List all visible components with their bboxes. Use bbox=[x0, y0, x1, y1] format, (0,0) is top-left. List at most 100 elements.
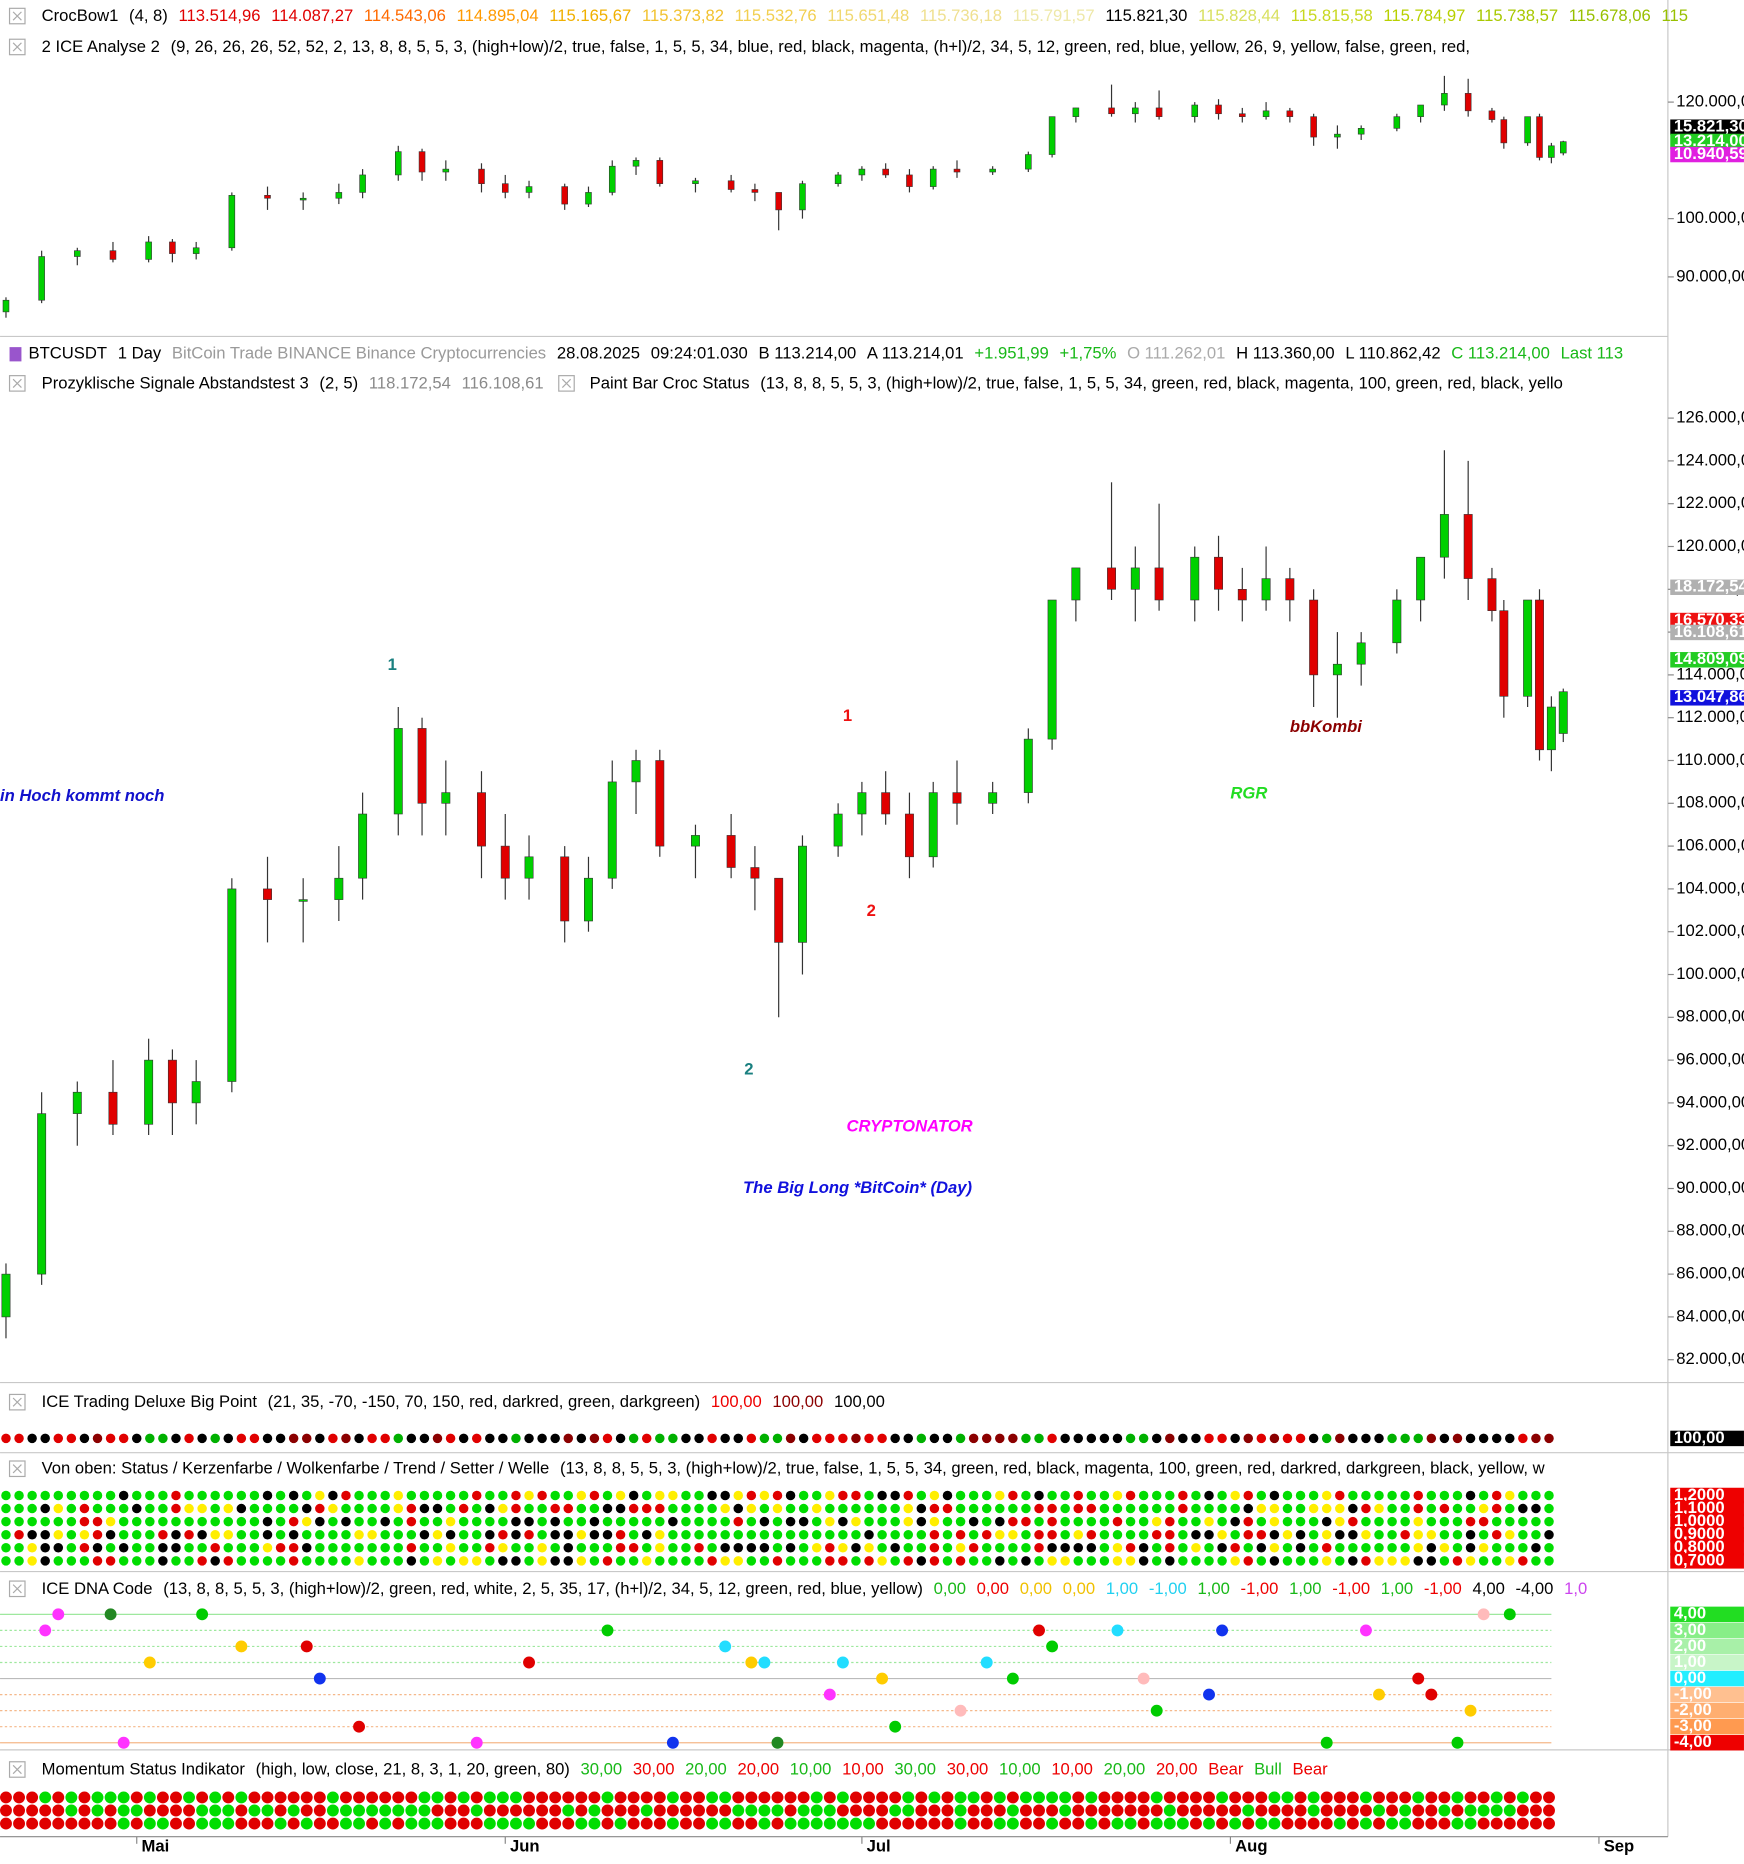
legend-token: CrocBow1 bbox=[42, 6, 119, 25]
status-dot bbox=[419, 1529, 430, 1540]
status-dot bbox=[1531, 1543, 1541, 1553]
status-dot bbox=[825, 1556, 835, 1566]
status-dot bbox=[653, 1817, 666, 1830]
candle-body bbox=[1047, 599, 1057, 740]
top-candle-body bbox=[632, 160, 640, 167]
price-box-label: 100,00 bbox=[1674, 1428, 1725, 1447]
y-tick-label: 124.000,00 bbox=[1676, 450, 1744, 469]
status-dot bbox=[1034, 1529, 1044, 1540]
status-dot bbox=[483, 1804, 496, 1817]
status-dot bbox=[184, 1490, 194, 1501]
status-dot bbox=[1138, 1503, 1149, 1514]
dna-dot bbox=[39, 1624, 52, 1637]
status-dot bbox=[549, 1804, 562, 1817]
status-dot bbox=[550, 1490, 560, 1501]
status-dot bbox=[707, 1516, 717, 1527]
status-dot bbox=[445, 1529, 456, 1540]
status-dot bbox=[1439, 1503, 1450, 1514]
status-dot bbox=[39, 1817, 52, 1830]
status-dot bbox=[1125, 1556, 1136, 1566]
status-dot bbox=[131, 1543, 142, 1553]
legend-token: 115.165,67 bbox=[549, 6, 631, 25]
y-tick-label: 90.000,00 bbox=[1676, 266, 1744, 285]
status-dot bbox=[158, 1556, 168, 1566]
status-dot bbox=[550, 1529, 560, 1540]
status-dot bbox=[785, 1556, 796, 1566]
status-dot bbox=[1333, 1791, 1346, 1804]
status-dot bbox=[745, 1804, 758, 1817]
price-box bbox=[1670, 1553, 1744, 1569]
status-dot bbox=[1426, 1503, 1437, 1514]
status-dot bbox=[549, 1791, 562, 1804]
status-dot bbox=[1308, 1516, 1319, 1527]
status-dot bbox=[1518, 1490, 1528, 1501]
status-dot bbox=[498, 1490, 508, 1501]
status-dot bbox=[811, 1529, 822, 1540]
top-candle-body bbox=[1262, 110, 1270, 117]
status-dot bbox=[798, 1516, 809, 1527]
status-dot bbox=[1020, 1791, 1032, 1804]
status-dot bbox=[759, 1543, 770, 1553]
status-dot bbox=[1059, 1817, 1072, 1830]
status-dot bbox=[66, 1503, 77, 1514]
status-dot bbox=[602, 1433, 613, 1444]
status-dot bbox=[156, 1804, 169, 1817]
status-dot bbox=[171, 1503, 181, 1514]
status-dot bbox=[210, 1433, 220, 1444]
status-dot bbox=[1243, 1516, 1254, 1527]
status-dot bbox=[301, 1433, 312, 1444]
legend-token: -1,00 bbox=[1424, 1579, 1462, 1598]
top-candle-body bbox=[1334, 133, 1341, 138]
status-dot bbox=[249, 1556, 260, 1566]
status-dot bbox=[1191, 1503, 1201, 1514]
status-dot bbox=[1073, 1490, 1084, 1501]
status-dot bbox=[1098, 1804, 1111, 1817]
status-dot bbox=[1307, 1817, 1320, 1830]
status-dot bbox=[105, 1543, 116, 1553]
status-dot bbox=[0, 1804, 12, 1817]
status-dot bbox=[341, 1516, 351, 1527]
candle-body bbox=[1392, 599, 1402, 644]
status-dot bbox=[1425, 1817, 1438, 1830]
status-dot bbox=[1073, 1529, 1084, 1540]
status-dot bbox=[1243, 1556, 1254, 1566]
x-tick-label: Sep bbox=[1604, 1837, 1635, 1856]
status-dot bbox=[210, 1556, 220, 1566]
status-dot bbox=[823, 1791, 836, 1804]
status-dot bbox=[341, 1503, 351, 1514]
status-dot bbox=[380, 1503, 390, 1514]
status-dot bbox=[1412, 1791, 1425, 1804]
status-dot bbox=[1320, 1791, 1333, 1804]
candle-body bbox=[1, 1273, 11, 1318]
status-dot bbox=[431, 1791, 444, 1804]
legend-token: 4,00 bbox=[1472, 1579, 1504, 1598]
status-dot bbox=[315, 1543, 325, 1553]
candle-body bbox=[1535, 599, 1544, 751]
legend-token: 115.736,18 bbox=[920, 6, 1002, 25]
status-dot bbox=[772, 1556, 783, 1566]
status-dot bbox=[772, 1433, 783, 1444]
status-dot bbox=[602, 1490, 613, 1501]
price-box-label: 1,1000 bbox=[1674, 1498, 1725, 1517]
status-dot bbox=[785, 1490, 796, 1501]
status-dot bbox=[1125, 1516, 1136, 1527]
status-dot bbox=[315, 1516, 325, 1527]
top-candle-body bbox=[264, 195, 271, 199]
status-dot bbox=[366, 1817, 379, 1830]
candle-body bbox=[227, 888, 237, 1082]
dna-dot bbox=[980, 1656, 993, 1669]
status-dot bbox=[118, 1516, 129, 1527]
status-dot bbox=[92, 1503, 103, 1514]
status-dot bbox=[1255, 1791, 1268, 1804]
status-dot bbox=[184, 1529, 194, 1540]
status-dot bbox=[1308, 1503, 1319, 1514]
status-dot bbox=[1464, 1817, 1477, 1830]
status-dot bbox=[903, 1556, 914, 1566]
candle-body bbox=[1523, 599, 1533, 697]
dna-dot bbox=[601, 1624, 614, 1637]
status-dot bbox=[366, 1804, 379, 1817]
status-dot bbox=[536, 1791, 549, 1804]
status-dot bbox=[758, 1791, 771, 1804]
top-candle-body bbox=[608, 165, 616, 193]
status-dot bbox=[798, 1543, 809, 1553]
